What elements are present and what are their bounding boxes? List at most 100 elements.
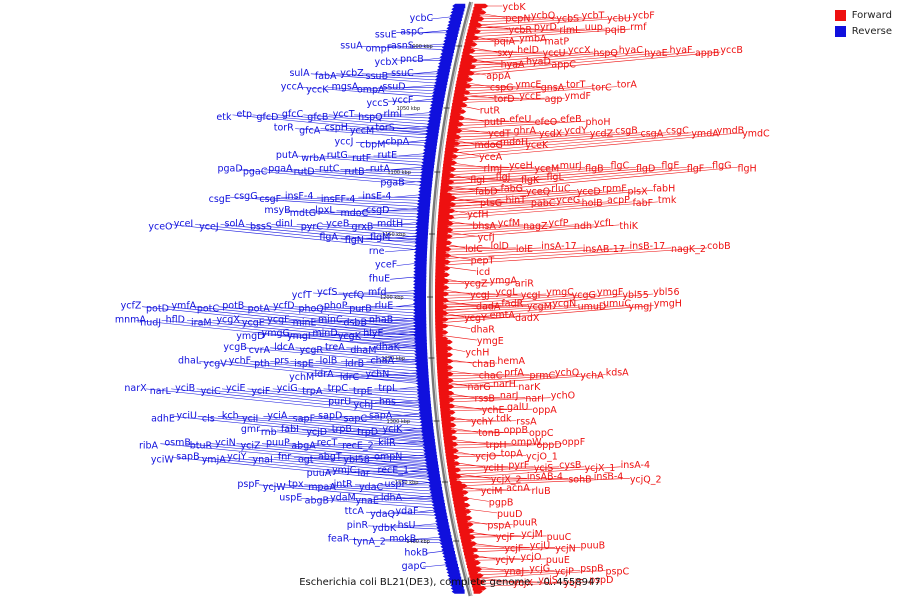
gene-label[interactable]: uspF [384,479,406,490]
gene-label[interactable]: solA [225,219,245,230]
gene-label[interactable]: trpH [486,440,507,451]
gene-label[interactable]: flgB [585,163,604,174]
gene-label[interactable]: ycjT [564,578,583,589]
gene-label[interactable]: trpL [378,383,398,394]
gene-label[interactable]: yccU [543,48,566,59]
gene-label[interactable]: galU [507,402,528,413]
gene-label[interactable]: ycbR [509,25,533,36]
gene-label[interactable]: mgsA [332,82,359,93]
gene-label[interactable]: torA [617,80,637,91]
gene-label[interactable]: csgC [666,126,689,137]
gene-label[interactable]: umuD [578,302,607,313]
gene-label[interactable]: hyaE [644,48,667,59]
gene-label[interactable]: ycjX [513,578,533,589]
gene-label[interactable]: yccE [519,91,541,102]
gene-label[interactable]: potB [222,301,244,312]
gene-label[interactable]: ompN [374,451,402,462]
gene-label[interactable]: ycjM [521,529,543,540]
gene-label[interactable]: treA [325,342,345,353]
gene-label[interactable]: aspC [400,27,424,38]
gene-label[interactable]: pgaA [268,164,293,175]
gene-label[interactable]: yceA [479,152,503,163]
gene-label[interactable]: kilR [378,438,396,449]
gene-label[interactable]: pqiB [605,25,626,36]
gene-label[interactable]: ycfL [594,218,614,229]
gene-label[interactable]: bhsA [472,221,496,232]
gene-label[interactable]: ssuA [340,40,363,51]
gene-label[interactable]: insAB-17 [583,244,625,255]
gene-label[interactable]: emtA [490,310,516,321]
gene-label[interactable]: btuR [190,441,213,452]
gene-label[interactable]: topA [501,448,524,459]
gene-label[interactable]: insE-4 [362,191,391,202]
gene-label[interactable]: tmk [658,195,677,206]
gene-label[interactable]: efeU [509,114,531,125]
gene-label[interactable]: gfcA [299,126,321,137]
gene-label[interactable]: ydaM [330,493,356,504]
gene-label[interactable]: abgB [305,496,329,507]
gene-label[interactable]: rutG [327,150,348,161]
gene-label[interactable]: yceK [525,140,549,151]
gene-label[interactable]: iraM [191,317,212,328]
gene-label[interactable]: yceG [556,195,580,206]
gene-label[interactable]: fabA [315,71,337,82]
gene-label[interactable]: ycjF [504,543,523,554]
gene-label[interactable]: puuE [546,555,570,566]
gene-label[interactable]: csgD [366,205,390,216]
gene-label[interactable]: uspE [279,493,302,504]
gene-label[interactable]: ychM [289,372,314,383]
gene-label[interactable]: intR [334,479,353,490]
gene-label[interactable]: ycfP [549,218,569,229]
gene-label[interactable]: insEF-4 [321,194,356,205]
gene-label[interactable]: pepN [505,14,530,25]
gene-label[interactable]: etk [216,112,232,123]
gene-label[interactable]: yciH [483,463,504,474]
gene-label[interactable]: gmr [241,424,260,435]
gene-label[interactable]: ymgC [546,287,574,298]
gene-label[interactable]: pabC [531,198,556,209]
gene-label[interactable]: ycjO_1 [526,451,558,462]
gene-label[interactable]: ycjS [538,575,558,586]
gene-label[interactable]: uup [585,22,603,33]
gene-label[interactable]: hinT [505,195,526,206]
gene-label[interactable]: rlmJ [484,163,503,174]
gene-label[interactable]: cls [202,413,215,424]
gene-label[interactable]: ymjC [332,465,357,476]
gene-label[interactable]: fadR [501,299,523,310]
gene-label[interactable]: ycgF [267,314,289,325]
gene-label[interactable]: pncB [400,54,424,65]
gene-label[interactable]: ycgR [300,345,324,356]
gene-label[interactable]: dinI [275,219,293,230]
gene-label[interactable]: feaR [328,534,350,545]
gene-label[interactable]: efeO [535,117,558,128]
gene-label[interactable]: ybl58 [343,454,369,465]
gene-label[interactable]: sapA [369,410,393,421]
gene-label[interactable]: dsbB [343,317,367,328]
gene-label[interactable]: dadX [515,313,540,324]
gene-label[interactable]: nudJ [140,317,161,328]
gene-label[interactable]: ycgV [203,359,227,370]
gene-label[interactable]: recE_1 [378,465,410,476]
gene-label[interactable]: flgG [712,160,731,171]
gene-label[interactable]: appB [695,48,719,59]
gene-label[interactable]: nagK_2 [671,244,706,255]
gene-label[interactable]: ycjX_2 [491,474,522,485]
gene-label[interactable]: recE_2 [342,441,374,452]
gene-label[interactable]: ariR [515,278,534,289]
gene-label[interactable]: flgH [738,163,757,174]
gene-label[interactable]: pspB [580,563,604,574]
gene-label[interactable]: yceH [509,160,533,171]
gene-label[interactable]: ycjW [263,482,286,493]
gene-label[interactable]: ldcA [274,342,295,353]
gene-label[interactable]: thiK [619,221,638,232]
gene-label[interactable]: fabH [653,183,675,194]
gene-label[interactable]: flgK [521,175,540,186]
gene-label[interactable]: yciN [215,438,236,449]
gene-label[interactable]: ycjO [475,451,496,462]
gene-label[interactable]: rmf [630,22,647,33]
gene-label[interactable]: ycbU [607,14,631,25]
gene-label[interactable]: puuA [307,468,332,479]
gene-label[interactable]: ymdC [742,129,770,140]
gene-label[interactable]: yceQ [526,186,550,197]
gene-label[interactable]: ycgY [464,313,487,324]
